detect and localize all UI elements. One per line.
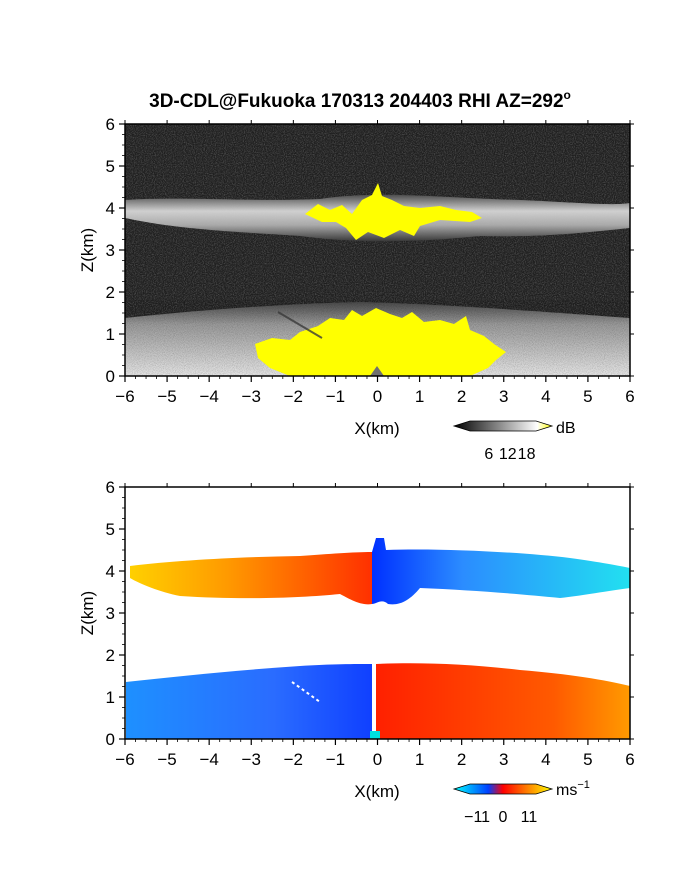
velocity-colorbar-unit: ms−1 (556, 779, 590, 799)
x-tick-label: 2 (457, 750, 466, 769)
colorbar-tick-label: 18 (518, 446, 536, 463)
colorbar-tick-label: 11 (521, 809, 538, 826)
colorbar-tick-label: −11 (464, 809, 490, 826)
backscatter-colorbar-unit: dB (556, 420, 576, 437)
backscatter-strong-lower (255, 308, 506, 376)
backscatter-colorbar-ticks: 6 12 18 (484, 446, 535, 463)
velocity-x-ticks: −6 −5 −4 −3 −2 −1 0 1 2 3 4 5 6 (115, 483, 635, 769)
backscatter-x-ticks: −6 −5 −4 −3 −2 −1 0 1 2 3 4 5 6 (115, 120, 635, 406)
velocity-y-ticks: 0 1 2 3 4 5 6 (106, 478, 634, 749)
velocity-colorbar-bar (452, 783, 554, 795)
y-tick-label: 1 (106, 325, 115, 344)
y-tick-label: 3 (106, 604, 115, 623)
x-tick-label: 1 (415, 387, 424, 406)
y-tick-label: 0 (106, 367, 115, 386)
x-tick-label: 3 (499, 387, 508, 406)
backscatter-strong-upper (305, 183, 482, 240)
x-tick-label: 0 (373, 750, 382, 769)
colorbar-tick-label: 12 (499, 446, 517, 463)
velocity-lower-left (126, 664, 372, 739)
velocity-ground-echo (370, 731, 380, 739)
velocity-upper-left (130, 552, 372, 605)
velocity-colorbar-unit-exponent: −1 (577, 779, 590, 791)
y-tick-label: 0 (106, 730, 115, 749)
velocity-colorbar-ticks: −11 0 11 (464, 809, 537, 826)
y-tick-label: 2 (106, 646, 115, 665)
backscatter-streak (277, 311, 323, 339)
velocity-colorbar: ms−1 −11 0 11 (452, 779, 590, 826)
x-tick-label: −5 (157, 387, 176, 406)
x-tick-label: −2 (284, 750, 303, 769)
y-tick-label: 6 (106, 115, 115, 134)
y-tick-label: 6 (106, 478, 115, 497)
chart-title: 3D-CDL@Fukuoka 170313 204403 RHI AZ=292o (149, 88, 571, 112)
x-tick-label: 4 (541, 750, 550, 769)
backscatter-heatmap (125, 124, 630, 376)
velocity-upper-right (372, 538, 630, 605)
x-tick-label: 2 (457, 387, 466, 406)
velocity-y-axis-label: Z(km) (78, 591, 97, 635)
title-degree-mark: o (564, 88, 571, 102)
y-tick-label: 1 (106, 688, 115, 707)
backscatter-y-ticks: 0 1 2 3 4 5 6 (106, 115, 634, 386)
x-tick-label: 6 (625, 750, 634, 769)
colorbar-tick-label: 6 (484, 446, 493, 463)
y-tick-label: 5 (106, 520, 115, 539)
backscatter-x-axis-label: X(km) (354, 419, 399, 438)
x-tick-label: −1 (326, 387, 345, 406)
y-tick-label: 2 (106, 283, 115, 302)
backscatter-colorbar-bar (452, 420, 554, 432)
x-tick-label: 4 (541, 387, 550, 406)
x-tick-label: −6 (115, 387, 134, 406)
x-tick-label: 5 (583, 750, 592, 769)
backscatter-colorbar: dB 6 12 18 (452, 420, 576, 463)
x-tick-label: −3 (242, 750, 261, 769)
x-tick-label: −5 (157, 750, 176, 769)
x-tick-label: 3 (499, 750, 508, 769)
backscatter-y-axis-label: Z(km) (78, 228, 97, 272)
colorbar-tick-label: 0 (499, 809, 508, 826)
y-tick-label: 3 (106, 241, 115, 260)
x-tick-label: −3 (242, 387, 261, 406)
x-tick-label: 0 (373, 387, 382, 406)
y-tick-label: 4 (106, 199, 115, 218)
velocity-x-axis-label: X(km) (354, 782, 399, 801)
x-tick-label: 6 (625, 387, 634, 406)
x-tick-label: −2 (284, 387, 303, 406)
y-tick-label: 4 (106, 562, 115, 581)
backscatter-ground-clutter (370, 366, 384, 376)
x-tick-label: 5 (583, 387, 592, 406)
x-tick-label: 1 (415, 750, 424, 769)
x-tick-label: −6 (115, 750, 134, 769)
y-tick-label: 5 (106, 157, 115, 176)
x-tick-label: −4 (199, 750, 218, 769)
velocity-heatmap (126, 538, 630, 739)
velocity-lower-right (376, 663, 630, 739)
x-tick-label: −4 (199, 387, 218, 406)
x-tick-label: −1 (326, 750, 345, 769)
